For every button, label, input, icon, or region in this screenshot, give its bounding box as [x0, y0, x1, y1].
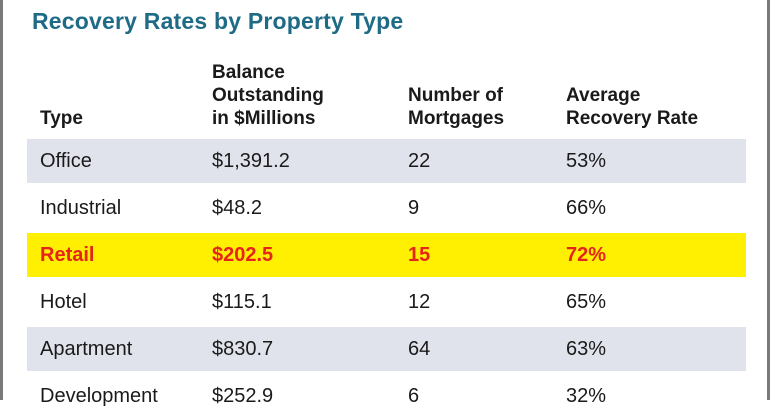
- cell-type: Development: [40, 385, 158, 407]
- table-title: Recovery Rates by Property Type: [32, 8, 404, 34]
- table-header: Type Balance Outstanding in $Millions Nu…: [3, 52, 767, 130]
- cell-number: 22: [408, 150, 431, 172]
- header-average-line: Average: [566, 85, 641, 106]
- cell-balance: $115.1: [212, 291, 272, 313]
- cell-balance: $1,391.2: [212, 150, 290, 172]
- cell-average: 53%: [566, 150, 607, 172]
- cell-balance: $48.2: [212, 197, 263, 219]
- table-row: Industrial $48.2 9 66%: [27, 186, 746, 230]
- table-row: Retail $202.5 15 72%: [27, 233, 746, 277]
- cell-average: 32%: [566, 385, 607, 407]
- cell-average: 72%: [566, 244, 607, 266]
- cell-type: Retail: [40, 244, 95, 266]
- cell-number: 6: [408, 385, 420, 407]
- cell-type: Industrial: [40, 197, 122, 219]
- header-average-line: Recovery Rate: [566, 108, 699, 129]
- cell-average: 66%: [566, 197, 607, 219]
- header-number: Number of Mortgages: [408, 84, 504, 130]
- cell-balance: $252.9: [212, 385, 274, 407]
- header-balance-line: Balance: [212, 62, 285, 83]
- table-row: Office $1,391.2 22 53%: [27, 139, 746, 183]
- header-number-line: Number of: [408, 85, 503, 106]
- table-row: Development $252.9 6 32%: [27, 374, 746, 418]
- cell-number: 64: [408, 338, 431, 360]
- header-balance: Balance Outstanding in $Millions: [212, 61, 324, 130]
- cell-balance: $202.5: [212, 244, 274, 266]
- cell-type: Apartment: [40, 338, 133, 360]
- cell-balance: $830.7: [212, 338, 274, 360]
- cell-type: Office: [40, 150, 92, 172]
- header-type-line: Type: [40, 108, 83, 129]
- cell-number: 15: [408, 244, 431, 266]
- table-frame: Recovery Rates by Property Type Type Bal…: [0, 0, 770, 407]
- header-average: Average Recovery Rate: [566, 84, 698, 130]
- header-balance-line: in $Millions: [212, 108, 316, 129]
- table-row: Apartment $830.7 64 63%: [27, 327, 746, 371]
- cell-average: 65%: [566, 291, 607, 313]
- header-number-line: Mortgages: [408, 108, 505, 129]
- cell-number: 12: [408, 291, 431, 313]
- header-balance-line: Outstanding: [212, 85, 324, 106]
- header-type: Type: [40, 107, 83, 130]
- cell-number: 9: [408, 197, 420, 219]
- table-row: Hotel $115.1 12 65%: [27, 280, 746, 324]
- cell-average: 63%: [566, 338, 607, 360]
- cell-type: Hotel: [40, 291, 87, 313]
